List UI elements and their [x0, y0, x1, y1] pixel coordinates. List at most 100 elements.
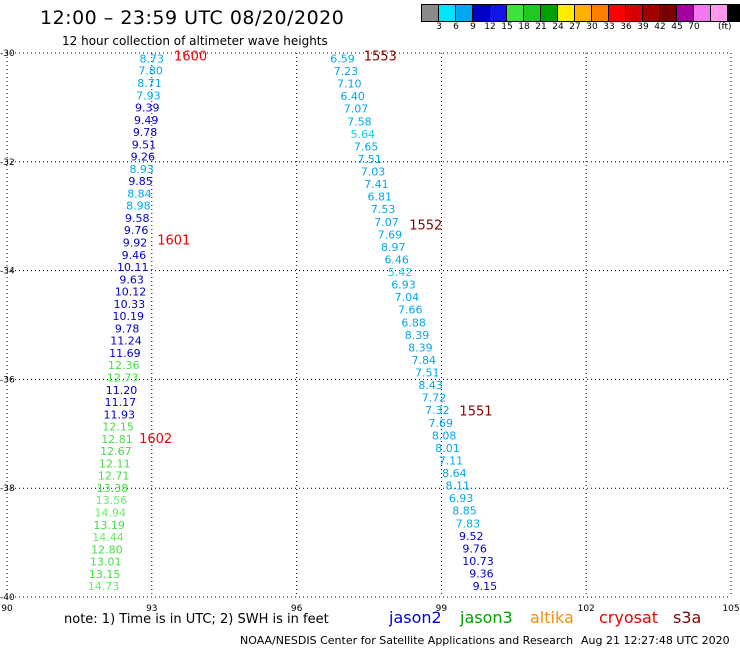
wave-height-value: 7.03: [361, 166, 386, 179]
wave-height-value: 13.38: [97, 482, 129, 495]
wave-height-value: 11.93: [103, 408, 135, 421]
wave-height-value: 7.51: [415, 367, 440, 380]
y-tick-label: -36: [0, 375, 15, 385]
scale-label: 45: [671, 22, 683, 32]
wave-height-value: 11.20: [106, 384, 138, 397]
wave-height-value: 9.49: [134, 114, 159, 127]
wave-height-value: 8.01: [435, 442, 460, 455]
scale-label: 21: [535, 22, 547, 32]
scale-swatch: [575, 5, 592, 21]
wave-height-value: 9.76: [462, 542, 487, 555]
wave-height-value: 8.39: [405, 329, 430, 342]
scale-label: 70: [688, 22, 700, 32]
scale-swatch: [592, 5, 609, 21]
wave-height-value: 5.64: [351, 128, 376, 141]
x-tick-label: 90: [1, 604, 13, 614]
color-scale-bar: [421, 4, 740, 22]
wave-height-value: 12.73: [107, 372, 139, 385]
wave-height-value: 9.92: [123, 237, 148, 250]
footer-timestamp: Aug 21 12:27:48 UTC 2020: [581, 634, 730, 647]
wave-height-value: 8.73: [140, 52, 165, 65]
satellite-legend-s3a: s3a: [673, 608, 702, 627]
wave-height-value: 9.51: [132, 138, 157, 151]
scale-swatch: [558, 5, 575, 21]
wave-height-value: 7.07: [374, 216, 399, 229]
wave-height-value: 7.58: [347, 115, 372, 128]
scale-swatch: [711, 5, 728, 21]
wave-height-value: 8.64: [442, 467, 467, 480]
satellite-legend-cryosat: cryosat: [599, 608, 659, 627]
scale-label: 42: [654, 22, 666, 32]
y-tick-label: -30: [0, 49, 15, 59]
wave-height-value: 14.73: [88, 580, 120, 593]
wave-height-value: 9.26: [131, 151, 156, 164]
wave-height-value: 7.65: [354, 140, 379, 153]
note-text: note: 1) Time is in UTC; 2) SWH is in fe…: [64, 612, 329, 627]
scale-swatch: [524, 5, 541, 21]
scale-swatch: [473, 5, 490, 21]
x-tick-label: 105: [722, 604, 739, 614]
pass-time-label: 1552: [409, 218, 442, 233]
wave-height-value: 7.04: [395, 291, 420, 304]
wave-height-value: 6.40: [340, 90, 365, 103]
scale-swatch: [422, 5, 439, 21]
wave-height-value: 12.67: [100, 445, 132, 458]
pass-time-label: 1602: [139, 432, 172, 447]
wave-height-value: 7.93: [136, 89, 161, 102]
wave-height-value: 7.11: [439, 454, 464, 467]
wave-height-value: 6.93: [391, 279, 416, 292]
y-tick-label: -32: [0, 158, 15, 168]
wave-height-value: 7.80: [138, 65, 163, 78]
wave-height-value: 14.44: [92, 531, 124, 544]
scale-swatch: [728, 5, 740, 21]
wave-height-value: 7.41: [364, 178, 389, 191]
wave-height-value: 12.11: [99, 457, 131, 470]
wave-height-value: 13.56: [96, 494, 128, 507]
scale-swatch: [490, 5, 507, 21]
color-scale-unit: (ft): [718, 22, 732, 32]
wave-height-value: 6.88: [401, 316, 426, 329]
wave-height-value: 12.80: [91, 543, 123, 556]
scale-label: 24: [552, 22, 564, 32]
satellite-legend-altika: altika: [530, 608, 574, 627]
scale-swatch: [677, 5, 694, 21]
y-tick-label: -34: [0, 267, 15, 277]
pass-time-label: 1600: [174, 50, 207, 65]
scale-label: 12: [484, 22, 496, 32]
scale-label: 27: [569, 22, 581, 32]
wave-height-value: 9.76: [124, 224, 149, 237]
wave-height-value: 7.69: [378, 228, 403, 241]
x-tick-label: 102: [578, 604, 595, 614]
wave-height-value: 9.85: [128, 175, 153, 188]
wave-height-value: 8.43: [418, 379, 443, 392]
wave-height-value: 12.15: [102, 421, 134, 434]
wave-height-value: 9.58: [125, 212, 150, 225]
wave-height-value: 10.33: [114, 298, 146, 311]
scale-label: 6: [453, 22, 459, 32]
scale-swatch: [694, 5, 711, 21]
scale-swatch: [507, 5, 524, 21]
wave-height-value: 7.53: [371, 203, 396, 216]
wave-height-value: 12.81: [101, 433, 133, 446]
wave-height-value: 7.84: [412, 354, 437, 367]
wave-height-value: 8.84: [127, 187, 152, 200]
wave-height-value: 7.69: [429, 417, 454, 430]
wave-height-value: 10.19: [112, 310, 144, 323]
wave-height-value: 14.94: [95, 506, 127, 519]
wave-height-value: 10.12: [115, 286, 147, 299]
wave-height-value: 13.01: [90, 556, 122, 569]
wave-height-value: 13.19: [93, 519, 125, 532]
wave-height-value: 10.73: [462, 555, 494, 568]
x-tick-label: 93: [146, 604, 157, 614]
wave-height-value: 8.11: [445, 480, 470, 493]
wave-height-value: 7.32: [425, 404, 450, 417]
pass-time-label: 1601: [157, 234, 190, 249]
wave-height-value: 5.42: [388, 266, 413, 279]
wave-height-value: 11.69: [109, 347, 141, 360]
wave-height-value: 7.51: [357, 153, 382, 166]
wave-height-value: 9.36: [469, 568, 494, 581]
wave-height-value: 8.97: [381, 241, 406, 254]
scale-label: 3: [436, 22, 442, 32]
x-tick-label: 99: [436, 604, 448, 614]
